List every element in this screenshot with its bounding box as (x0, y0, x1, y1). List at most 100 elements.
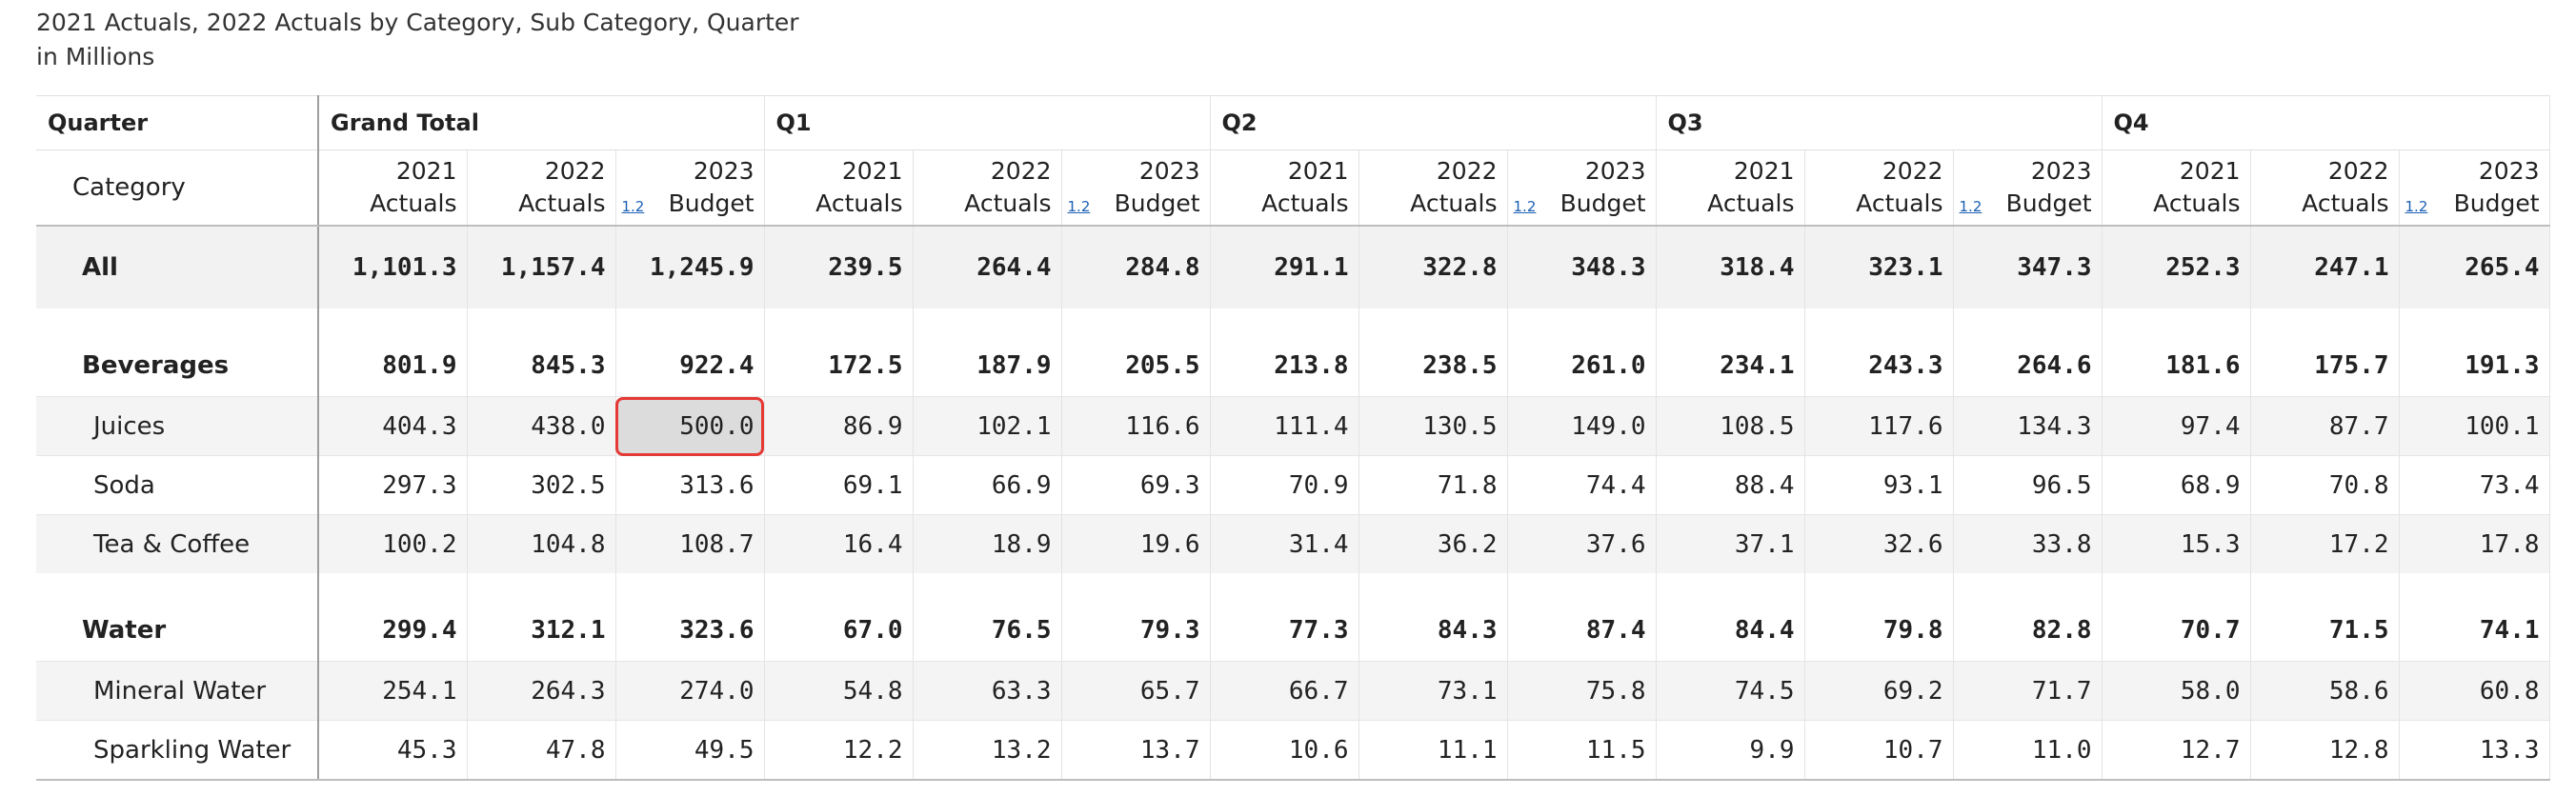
value-cell[interactable]: 69.1 (764, 455, 914, 515)
value-cell[interactable]: 75.8 (1507, 661, 1657, 721)
subcategory-row[interactable]: Soda 297.3 302.5 313.6 69.1 66.9 69.3 70.9 71.8 7… (36, 455, 2550, 515)
row-label[interactable]: Soda (36, 455, 319, 515)
measure-header[interactable]: 2022 Actuals (1804, 149, 1954, 227)
value-cell[interactable]: 60.8 (2399, 661, 2550, 721)
subcategory-row[interactable]: Sparkling Water 45.3 47.8 49.5 12.2 13.2 13.7 1… (36, 720, 2550, 781)
value-cell[interactable]: 71.7 (1953, 661, 2103, 721)
value-cell[interactable]: 100.1 (2399, 396, 2550, 456)
value-cell[interactable]: 234.1 (1656, 329, 1805, 397)
value-cell[interactable]: 264.4 (913, 226, 1062, 308)
column-group-header[interactable]: Grand Total (318, 95, 765, 150)
value-cell[interactable]: 84.4 (1656, 594, 1805, 662)
value-cell[interactable]: 264.3 (467, 661, 616, 721)
measure-header[interactable]: 2021 Actuals (764, 149, 914, 227)
value-cell[interactable]: 66.7 (1210, 661, 1359, 721)
value-cell[interactable]: 1,245.9 (615, 226, 765, 308)
value-cell[interactable]: 299.4 (318, 594, 468, 662)
value-cell[interactable]: 243.3 (1804, 329, 1954, 397)
value-cell[interactable]: 79.8 (1804, 594, 1954, 662)
category-row[interactable]: Beverages 801.9 845.3 922.4 172.5 187.9 205.5 2… (36, 329, 2550, 397)
measure-header[interactable]: 2021 Actuals (318, 149, 468, 227)
value-cell[interactable]: 96.5 (1953, 455, 2103, 515)
value-cell[interactable]: 47.8 (467, 720, 616, 781)
selected-value-cell[interactable]: 500.0 (615, 396, 765, 456)
value-cell[interactable]: 12.8 (2250, 720, 2400, 781)
column-group-header[interactable]: Q2 (1210, 95, 1657, 150)
measure-header[interactable]: 2022 Actuals (1358, 149, 1508, 227)
measure-header[interactable]: 2021 Actuals (1210, 149, 1359, 227)
value-cell[interactable]: 32.6 (1804, 514, 1954, 573)
column-group-header[interactable]: Q1 (764, 95, 1211, 150)
value-cell[interactable]: 130.5 (1358, 396, 1508, 456)
value-cell[interactable]: 239.5 (764, 226, 914, 308)
value-cell[interactable]: 15.3 (2102, 514, 2251, 573)
variance-link[interactable]: 1.2 (2405, 198, 2428, 215)
value-cell[interactable]: 187.9 (913, 329, 1062, 397)
value-cell[interactable]: 134.3 (1953, 396, 2103, 456)
value-cell[interactable]: 49.5 (615, 720, 765, 781)
value-cell[interactable]: 348.3 (1507, 226, 1657, 308)
variance-link[interactable]: 1.2 (621, 198, 645, 215)
value-cell[interactable]: 1,101.3 (318, 226, 468, 308)
value-cell[interactable]: 108.7 (615, 514, 765, 573)
value-cell[interactable]: 11.5 (1507, 720, 1657, 781)
subcategory-row[interactable]: Juices 404.3 438.0 500.0 86.9 102.1 116.6 111.4… (36, 396, 2550, 456)
row-label[interactable]: Water (36, 594, 319, 662)
value-cell[interactable]: 82.8 (1953, 594, 2103, 662)
measure-header[interactable]: 2022 Actuals (467, 149, 616, 227)
value-cell[interactable]: 68.9 (2102, 455, 2251, 515)
value-cell[interactable]: 87.7 (2250, 396, 2400, 456)
value-cell[interactable]: 58.6 (2250, 661, 2400, 721)
value-cell[interactable]: 33.8 (1953, 514, 2103, 573)
value-cell[interactable]: 264.6 (1953, 329, 2103, 397)
value-cell[interactable]: 302.5 (467, 455, 616, 515)
value-cell[interactable]: 100.2 (318, 514, 468, 573)
value-cell[interactable]: 10.6 (1210, 720, 1359, 781)
value-cell[interactable]: 318.4 (1656, 226, 1805, 308)
value-cell[interactable]: 45.3 (318, 720, 468, 781)
column-group-header[interactable]: Q3 (1656, 95, 2103, 150)
row-label[interactable]: Mineral Water (36, 661, 319, 721)
row-label[interactable]: Sparkling Water (36, 720, 319, 781)
value-cell[interactable]: 213.8 (1210, 329, 1359, 397)
row-label[interactable]: All (36, 226, 319, 308)
value-cell[interactable]: 13.3 (2399, 720, 2550, 781)
value-cell[interactable]: 67.0 (764, 594, 914, 662)
value-cell[interactable]: 36.2 (1358, 514, 1508, 573)
value-cell[interactable]: 322.8 (1358, 226, 1508, 308)
value-cell[interactable]: 261.0 (1507, 329, 1657, 397)
measure-header[interactable]: 1.2 2023 Budget (615, 149, 765, 227)
value-cell[interactable]: 70.8 (2250, 455, 2400, 515)
value-cell[interactable]: 265.4 (2399, 226, 2550, 308)
value-cell[interactable]: 438.0 (467, 396, 616, 456)
value-cell[interactable]: 172.5 (764, 329, 914, 397)
value-cell[interactable]: 238.5 (1358, 329, 1508, 397)
measure-header[interactable]: 2021 Actuals (1656, 149, 1805, 227)
value-cell[interactable]: 117.6 (1804, 396, 1954, 456)
value-cell[interactable]: 274.0 (615, 661, 765, 721)
value-cell[interactable]: 11.1 (1358, 720, 1508, 781)
value-cell[interactable]: 247.1 (2250, 226, 2400, 308)
value-cell[interactable]: 63.3 (913, 661, 1062, 721)
value-cell[interactable]: 116.6 (1061, 396, 1211, 456)
measure-header[interactable]: 1.2 2023 Budget (1507, 149, 1657, 227)
value-cell[interactable]: 291.1 (1210, 226, 1359, 308)
value-cell[interactable]: 76.5 (913, 594, 1062, 662)
measure-header[interactable]: 2022 Actuals (2250, 149, 2400, 227)
value-cell[interactable]: 65.7 (1061, 661, 1211, 721)
value-cell[interactable]: 93.1 (1804, 455, 1954, 515)
value-cell[interactable]: 58.0 (2102, 661, 2251, 721)
variance-link[interactable]: 1.2 (1959, 198, 1982, 215)
value-cell[interactable]: 16.4 (764, 514, 914, 573)
value-cell[interactable]: 205.5 (1061, 329, 1211, 397)
total-row[interactable]: All 1,101.3 1,157.4 1,245.9 239.5 264.4 284.8 2… (36, 226, 2550, 308)
category-field-label[interactable]: Category (36, 149, 319, 227)
value-cell[interactable]: 922.4 (615, 329, 765, 397)
value-cell[interactable]: 297.3 (318, 455, 468, 515)
value-cell[interactable]: 845.3 (467, 329, 616, 397)
value-cell[interactable]: 19.6 (1061, 514, 1211, 573)
value-cell[interactable]: 84.3 (1358, 594, 1508, 662)
value-cell[interactable]: 87.4 (1507, 594, 1657, 662)
value-cell[interactable]: 13.7 (1061, 720, 1211, 781)
value-cell[interactable]: 254.1 (318, 661, 468, 721)
